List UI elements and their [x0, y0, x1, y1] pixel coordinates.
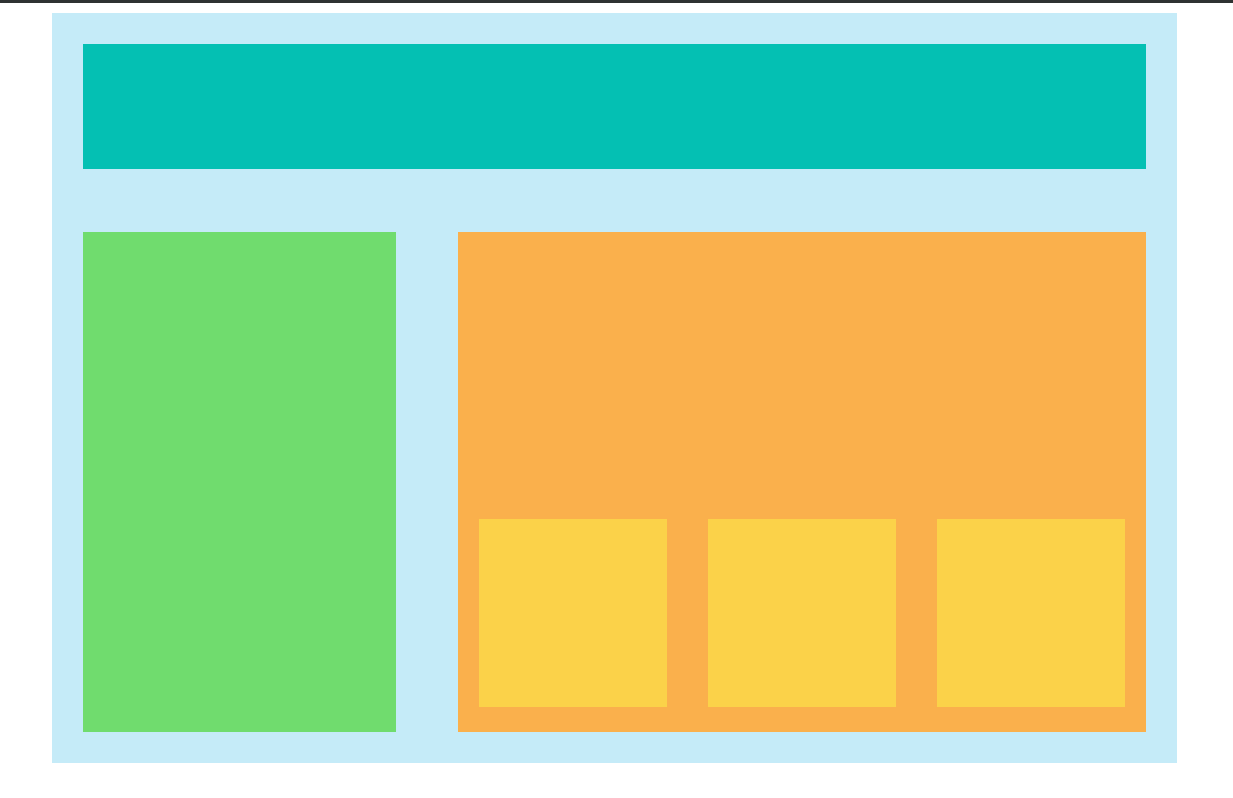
content-card-2 — [708, 519, 896, 707]
layout-container — [52, 13, 1177, 763]
content-card-1 — [479, 519, 667, 707]
top-rule — [0, 0, 1233, 3]
header-block — [83, 44, 1146, 169]
main-content-block — [458, 232, 1146, 732]
sidebar-block — [83, 232, 396, 732]
content-card-3 — [937, 519, 1125, 707]
